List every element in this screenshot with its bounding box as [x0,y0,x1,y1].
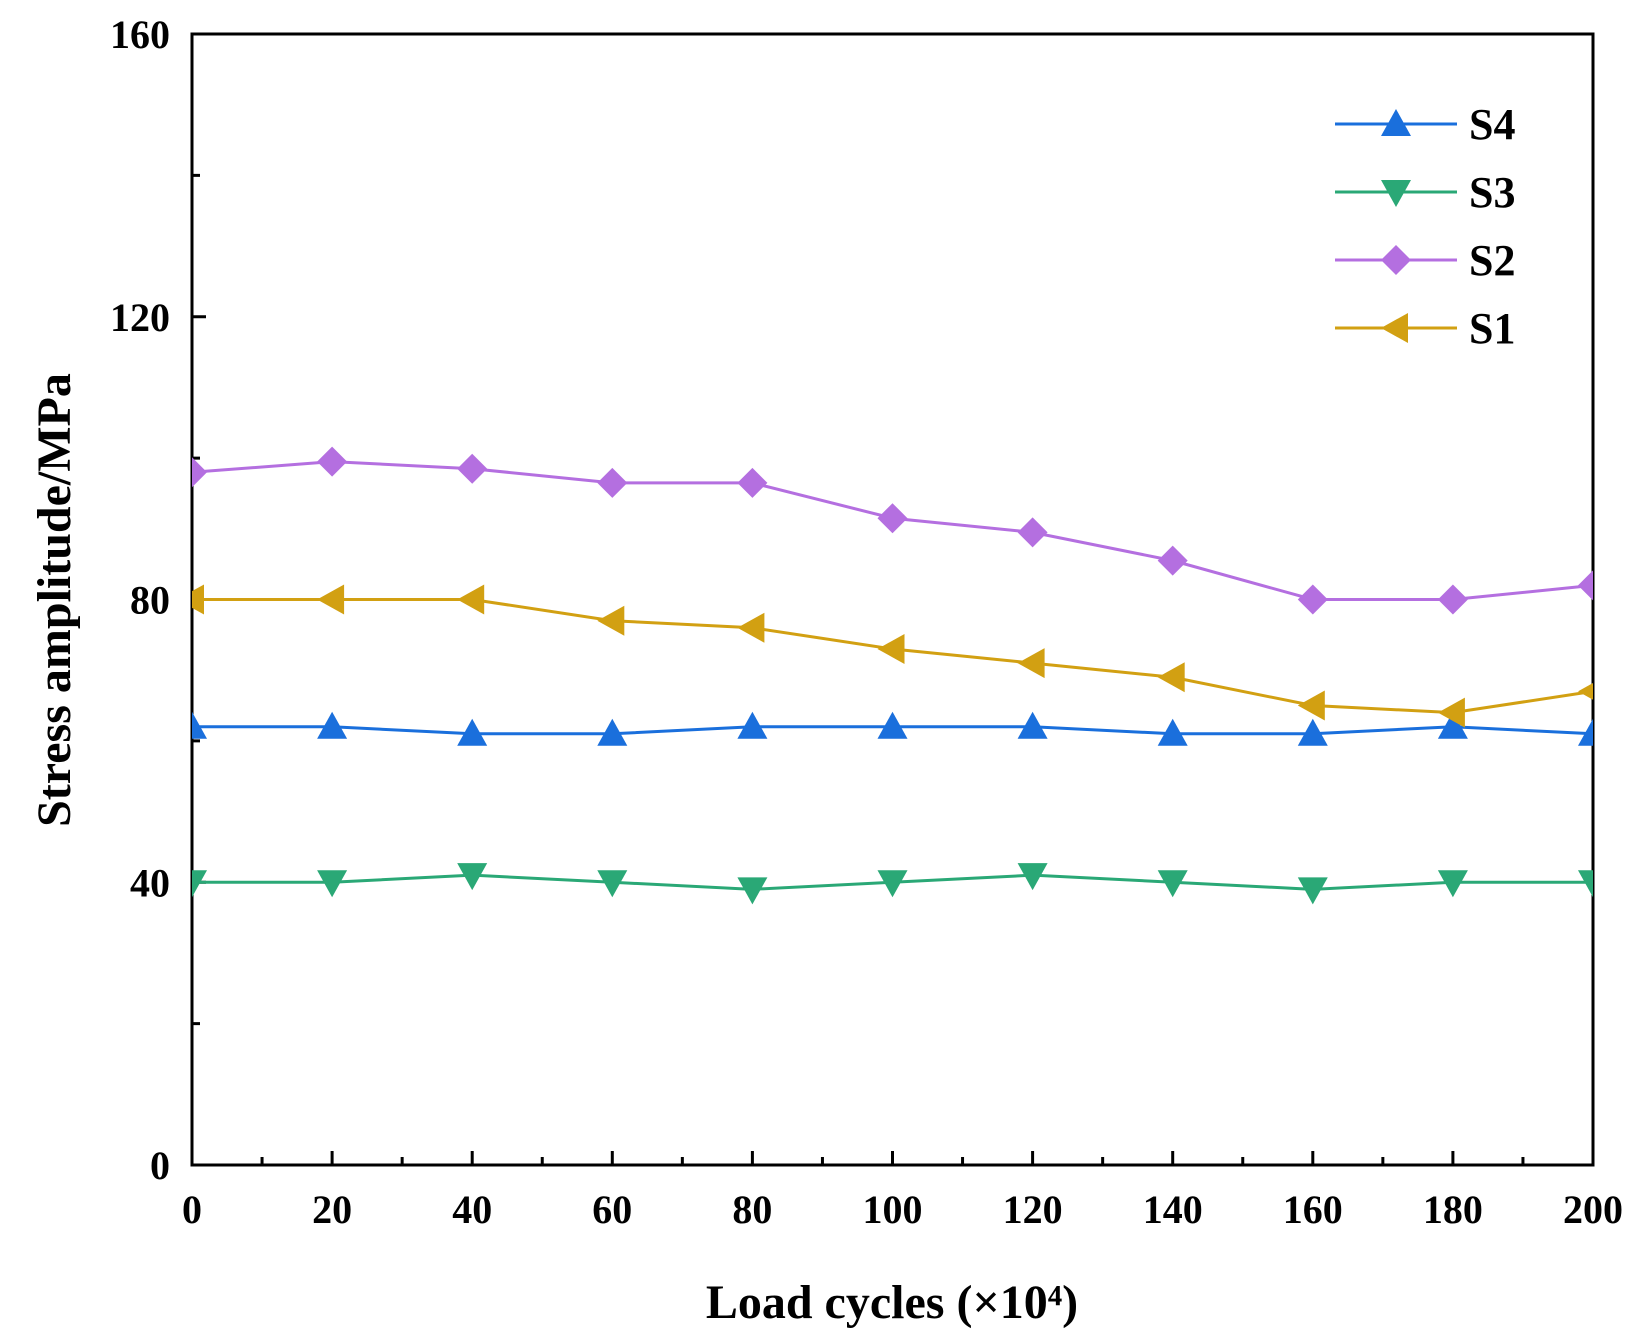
legend-item-s2: S2 [1335,236,1515,285]
series-s2 [192,446,1593,615]
data-point-s2 [457,453,488,484]
y-tick-label: 40 [130,860,170,905]
x-tick-label: 80 [732,1187,772,1232]
data-point-s3 [317,870,348,898]
data-point-s1 [1157,662,1185,693]
series-s4 [192,711,1593,746]
x-tick-label: 0 [182,1187,202,1232]
data-point-s1 [192,584,204,615]
data-point-s1 [1578,683,1593,700]
x-tick-label: 140 [1143,1187,1203,1232]
data-point-s4 [737,711,768,739]
y-tick-label: 160 [110,12,170,57]
data-point-s3 [1297,877,1328,905]
data-point-s2 [192,457,207,488]
data-point-s4 [457,718,488,746]
data-point-s4 [877,711,908,739]
data-point-s3 [1437,870,1468,898]
data-point-s3 [877,870,908,898]
data-point-s2 [1297,584,1328,615]
data-point-s3 [192,870,207,898]
data-point-s2 [317,446,348,477]
data-point-s2 [1437,584,1468,615]
legend-marker [1381,109,1411,136]
x-tick-label: 120 [1003,1187,1063,1232]
y-axis-title: Stress amplitude/MPa [28,373,81,827]
data-point-s1 [1297,690,1325,721]
data-point-s4 [597,718,628,746]
legend-label: S2 [1469,236,1515,285]
data-point-s4 [1297,718,1328,746]
data-point-s3 [1157,870,1188,898]
data-point-s1 [1437,697,1465,728]
data-point-s2 [1017,517,1048,548]
series-s1 [192,584,1593,728]
data-point-s1 [877,633,905,664]
y-tick-label: 80 [130,578,170,623]
x-tick-label: 100 [863,1187,923,1232]
x-tick-label: 160 [1283,1187,1343,1232]
data-point-s1 [597,605,625,636]
x-tick-label: 60 [592,1187,632,1232]
x-tick-label: 200 [1563,1187,1623,1232]
legend-marker [1381,245,1411,275]
x-tick-label: 180 [1423,1187,1483,1232]
data-point-s2 [1578,570,1593,601]
data-point-s2 [1157,545,1188,576]
x-tick-label: 20 [312,1187,352,1232]
legend-item-s4: S4 [1335,100,1515,149]
data-point-s3 [457,863,488,891]
axes: 0 20 40 60 80 100 120 140 160 180 200 0 40 80 120 160 [110,12,1623,1232]
data-point-s3 [737,877,768,905]
legend-item-s1: S1 [1335,304,1515,353]
data-point-s4 [1437,711,1468,739]
legend: S4 S3 S2 S1 [1335,100,1515,353]
data-point-s4 [317,711,348,739]
series-s3 [192,863,1593,905]
x-axis-title: Load cycles (×10⁴) [706,1276,1078,1329]
data-point-s3 [1017,863,1048,891]
series-layer [192,446,1593,905]
x-tick-label: 40 [452,1187,492,1232]
data-point-s3 [597,870,628,898]
data-point-s1 [1017,648,1045,679]
data-point-s4 [1157,718,1188,746]
legend-label: S1 [1469,304,1515,353]
legend-marker [1381,180,1411,207]
data-point-s4 [1017,711,1048,739]
y-tick-label: 120 [110,295,170,340]
legend-label: S3 [1469,168,1515,217]
data-point-s1 [457,584,485,615]
legend-label: S4 [1469,100,1515,149]
y-tick-label: 0 [150,1143,170,1188]
data-point-s2 [877,503,908,534]
data-point-s4 [192,711,207,739]
data-point-s1 [737,612,765,643]
legend-item-s3: S3 [1335,168,1515,217]
data-point-s4 [1578,718,1593,746]
legend-marker [1381,313,1408,343]
data-point-s2 [597,467,628,498]
data-point-s3 [1578,870,1593,898]
data-point-s1 [317,584,345,615]
data-point-s2 [737,467,768,498]
